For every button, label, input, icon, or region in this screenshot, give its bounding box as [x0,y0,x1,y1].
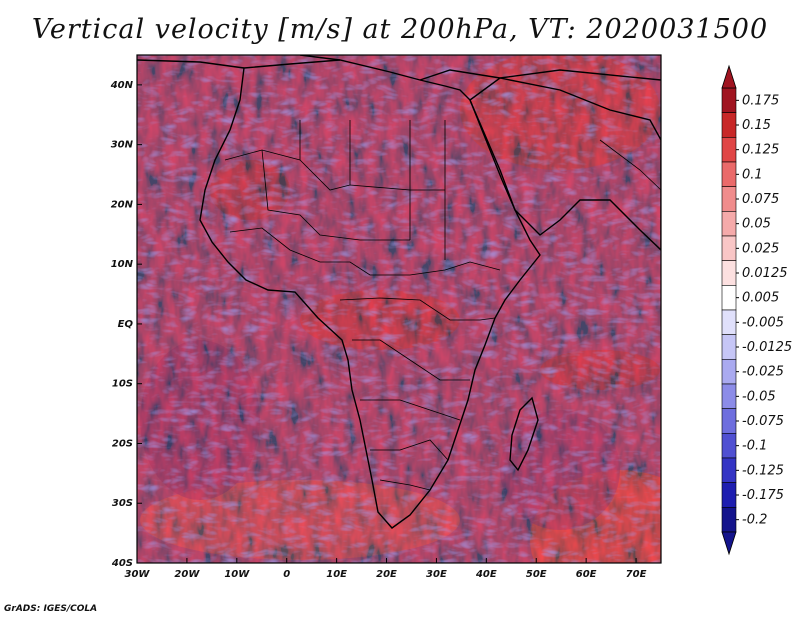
colorbar-label: -0.175 [742,488,784,503]
lon-tick-label: 10W [224,569,250,580]
longitude-tick-labels: 30W 20W 10W 0 10E 20E 30E 40E 50E 60E 70E [125,558,647,580]
colorbar-swatch [721,186,737,212]
colorbar-label: 0.025 [742,241,779,256]
coastlines [137,55,661,529]
colorbar-swatch [721,482,737,508]
colorbar: 0.175 0.15 0.125 0.1 0.075 0.05 0.025 0.0125 0.0… [721,64,792,556]
colorbar-min-arrow [721,531,737,556]
colorbar-label: -0.125 [742,463,784,478]
credit-text: GrADS: IGES/COLA [4,604,98,614]
lat-tick-label: 40N [110,80,134,91]
colorbar-swatch [721,309,737,335]
colorbar-swatch [721,235,737,261]
colorbar-label: 0.0125 [742,266,788,281]
colorbar-label: 0.175 [742,93,779,108]
colorbar-swatch [721,137,737,163]
lat-tick-label: 10S [112,379,133,390]
colorbar-swatch [721,87,737,113]
madagascar-coastline [509,396,539,472]
colorbar-label: 0.005 [742,291,779,306]
colorbar-label: 0.05 [742,217,771,232]
lon-tick-label: 0 [283,569,290,580]
colorbar-swatch [721,112,737,138]
plot-frame [136,54,662,564]
colorbar-swatch [721,457,737,483]
colorbar-label: 0.125 [742,143,779,158]
colorbar-label: -0.005 [742,315,784,330]
arabia-coastline [469,77,661,251]
colorbar-max-arrow [721,64,737,89]
lon-tick-label: 10E [326,569,347,580]
lat-tick-label: 30S [112,498,133,509]
colorbar-swatch [721,334,737,360]
lon-tick-label: 50E [526,569,547,580]
colorbar-swatch [721,260,737,286]
colorbar-label: 0.1 [742,167,763,182]
europe-coastline [137,55,661,81]
lat-tick-label: EQ [118,319,134,330]
colorbar-swatch [721,383,737,409]
colorbar-label: -0.0125 [742,340,792,355]
lon-tick-label: 30W [125,569,151,580]
colorbar-swatch [721,161,737,187]
colorbar-swatch [721,211,737,237]
velocity-field [137,55,661,563]
lon-tick-label: 20E [376,569,397,580]
lat-tick-label: 40S [111,558,133,569]
country-borders [224,120,661,491]
lat-tick-label: 20S [112,438,133,449]
colorbar-swatch [721,285,737,311]
colorbar-label: 0.075 [742,192,779,207]
colorbar-label: -0.075 [742,414,784,429]
lon-tick-label: 70E [626,569,647,580]
map-title: Vertical velocity [m/s] at 200hPa, VT: 2… [31,14,769,45]
lat-tick-label: 30N [111,140,134,151]
lon-tick-label: 40E [475,569,497,580]
colorbar-label: -0.1 [742,439,767,454]
lat-tick-label: 20N [111,199,134,210]
colorbar-label: -0.2 [742,513,767,528]
lon-tick-label: 20W [174,569,200,580]
lon-tick-label: 30E [426,569,447,580]
lon-tick-label: 60E [576,569,597,580]
colorbar-swatch [721,507,737,533]
colorbar-swatch [721,359,737,385]
colorbar-label: -0.025 [742,365,784,380]
colorbar-label: 0.15 [742,118,771,133]
lat-tick-label: 10N [111,259,134,270]
colorbar-label: -0.05 [742,389,776,404]
colorbar-swatch [721,433,737,459]
latitude-tick-labels: 40N 30N 20N 10N EQ 10S 20S 30S 40S [110,80,142,569]
colorbar-swatch [721,408,737,434]
